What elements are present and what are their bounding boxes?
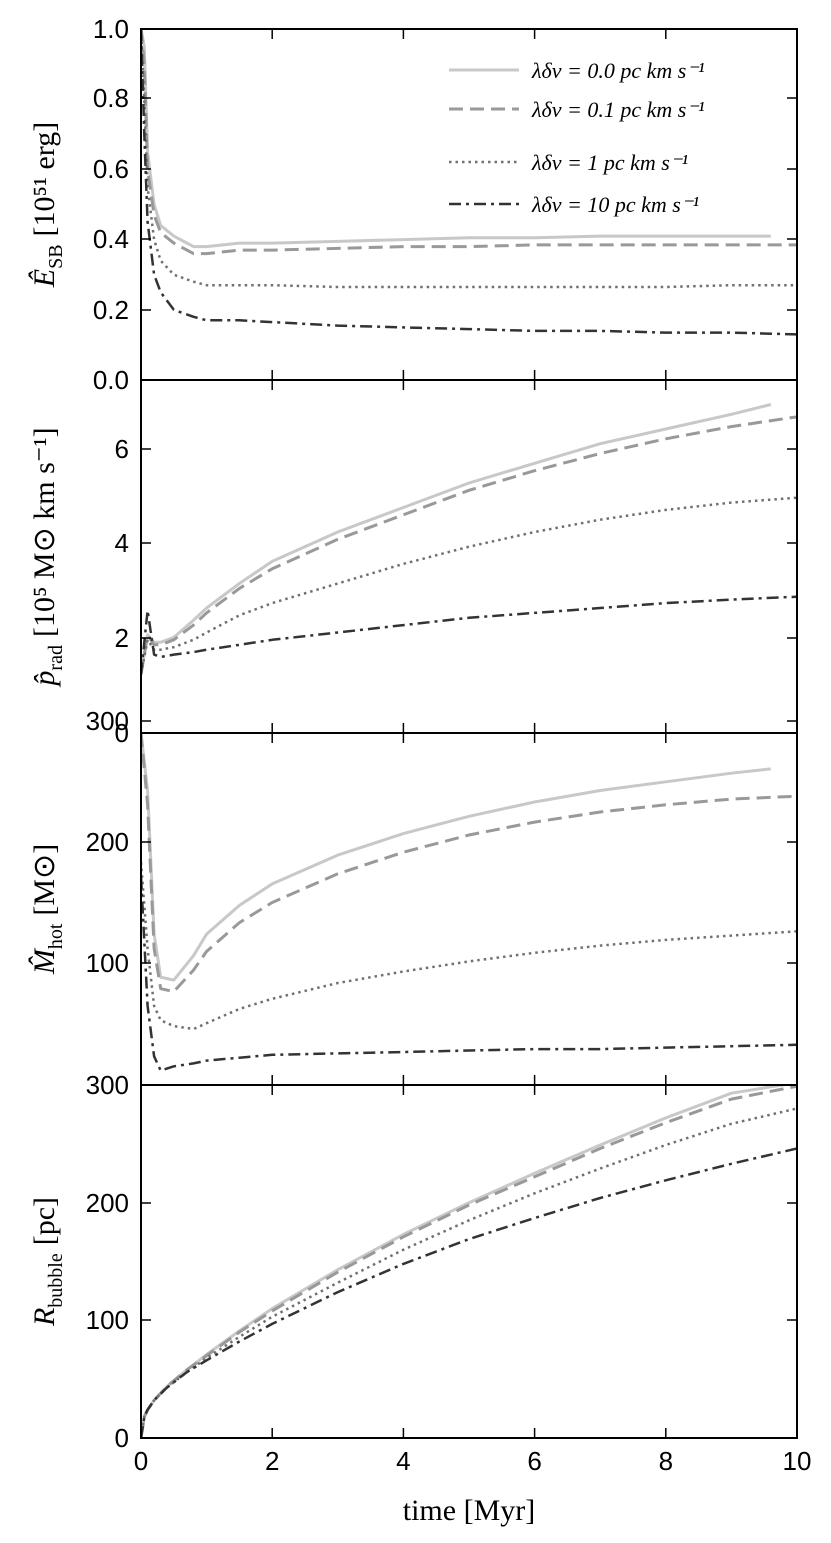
ytick-label: 4 — [115, 528, 129, 558]
xtick-label: 4 — [396, 1446, 410, 1476]
ytick-label: 6 — [115, 434, 129, 464]
xlabel: time [Myr] — [403, 1494, 535, 1527]
ytick-label: 0 — [115, 718, 129, 748]
series-line-dashdot — [141, 876, 797, 1072]
panel-2: 0 2 4 6 p̂rad[10⁵ M⊙ km s⁻¹] — [28, 379, 798, 748]
ytick-label: 0.2 — [93, 295, 129, 325]
ytick-label: 1.0 — [93, 14, 129, 44]
xtick-label: 8 — [659, 1446, 673, 1476]
panel-3: 100 200 300 M̂hot[M⊙] — [28, 706, 798, 1086]
legend-label: λδv = 1 pc km s⁻¹ — [531, 150, 688, 175]
series-group — [141, 1085, 797, 1438]
series-line-solid — [141, 1085, 792, 1438]
series-group — [141, 733, 797, 1072]
series-line-dotted — [141, 1107, 797, 1438]
ytick-label: 200 — [86, 1188, 129, 1218]
series-line-solid — [141, 29, 771, 249]
legend-label: λδv = 0.1 pc km s⁻¹ — [531, 97, 705, 122]
ytick-label: 300 — [86, 706, 129, 736]
series-line-dashed — [141, 415, 797, 675]
xtick-label: 10 — [783, 1446, 812, 1476]
xtick-label: 0 — [134, 1446, 148, 1476]
panels: 0.0 0.2 0.4 0.6 0.8 1.0 ÊSB[10⁵¹ erg] 0 2 4 6 p̂rad… — [28, 14, 811, 1527]
series-line-dashdot — [141, 29, 797, 336]
ylabel: ÊSB[10⁵¹ erg] — [28, 122, 67, 289]
ytick-label: 0.0 — [93, 365, 129, 395]
axes-frame — [140, 732, 798, 1086]
ytick-label: 0.4 — [93, 224, 129, 254]
series-line-dashdot — [141, 595, 797, 675]
series-line-dotted — [141, 29, 797, 289]
axes-frame — [140, 1084, 798, 1439]
ytick-label: 0.6 — [93, 154, 129, 184]
ytick-label: 0 — [115, 1423, 129, 1453]
ytick-label: 100 — [86, 948, 129, 978]
ytick-label: 300 — [86, 1070, 129, 1100]
series-line-dotted — [141, 496, 797, 675]
ytick-label: 2 — [115, 623, 129, 653]
ylabel: M̂hot[M⊙] — [28, 844, 67, 975]
series-line-dotted — [141, 862, 797, 1031]
xtick-label: 2 — [265, 1446, 279, 1476]
ytick-label: 100 — [86, 1305, 129, 1335]
series-line-dashed — [141, 1085, 797, 1438]
series-line-dashed — [141, 733, 797, 994]
series-group — [141, 29, 797, 336]
ytick-label: 0.8 — [93, 83, 129, 113]
panel-1: 0.0 0.2 0.4 0.6 0.8 1.0 ÊSB[10⁵¹ erg] — [28, 14, 798, 395]
xtick-label: 6 — [527, 1446, 541, 1476]
panel-4: 0 100 200 300 Rbubble[pc] 0 2 4 6 8 10 time [Myr] — [28, 1070, 811, 1527]
series-line-solid — [141, 733, 771, 982]
legend-label: λδv = 10 pc km s⁻¹ — [531, 192, 699, 217]
ylabel: Rbubble[pc] — [28, 1197, 67, 1327]
series-line-dashdot — [141, 1147, 797, 1438]
series-line-dashed — [141, 29, 797, 256]
series-line-solid — [141, 403, 772, 675]
ytick-label: 200 — [86, 827, 129, 857]
legend-label: λδv = 0.0 pc km s⁻¹ — [531, 58, 705, 83]
series-group — [141, 403, 797, 675]
legend: λδv = 0.0 pc km s⁻¹ λδv = 0.1 pc km s⁻¹ λδ… — [449, 58, 705, 217]
ylabel: p̂rad[10⁵ M⊙ km s⁻¹] — [28, 427, 67, 687]
